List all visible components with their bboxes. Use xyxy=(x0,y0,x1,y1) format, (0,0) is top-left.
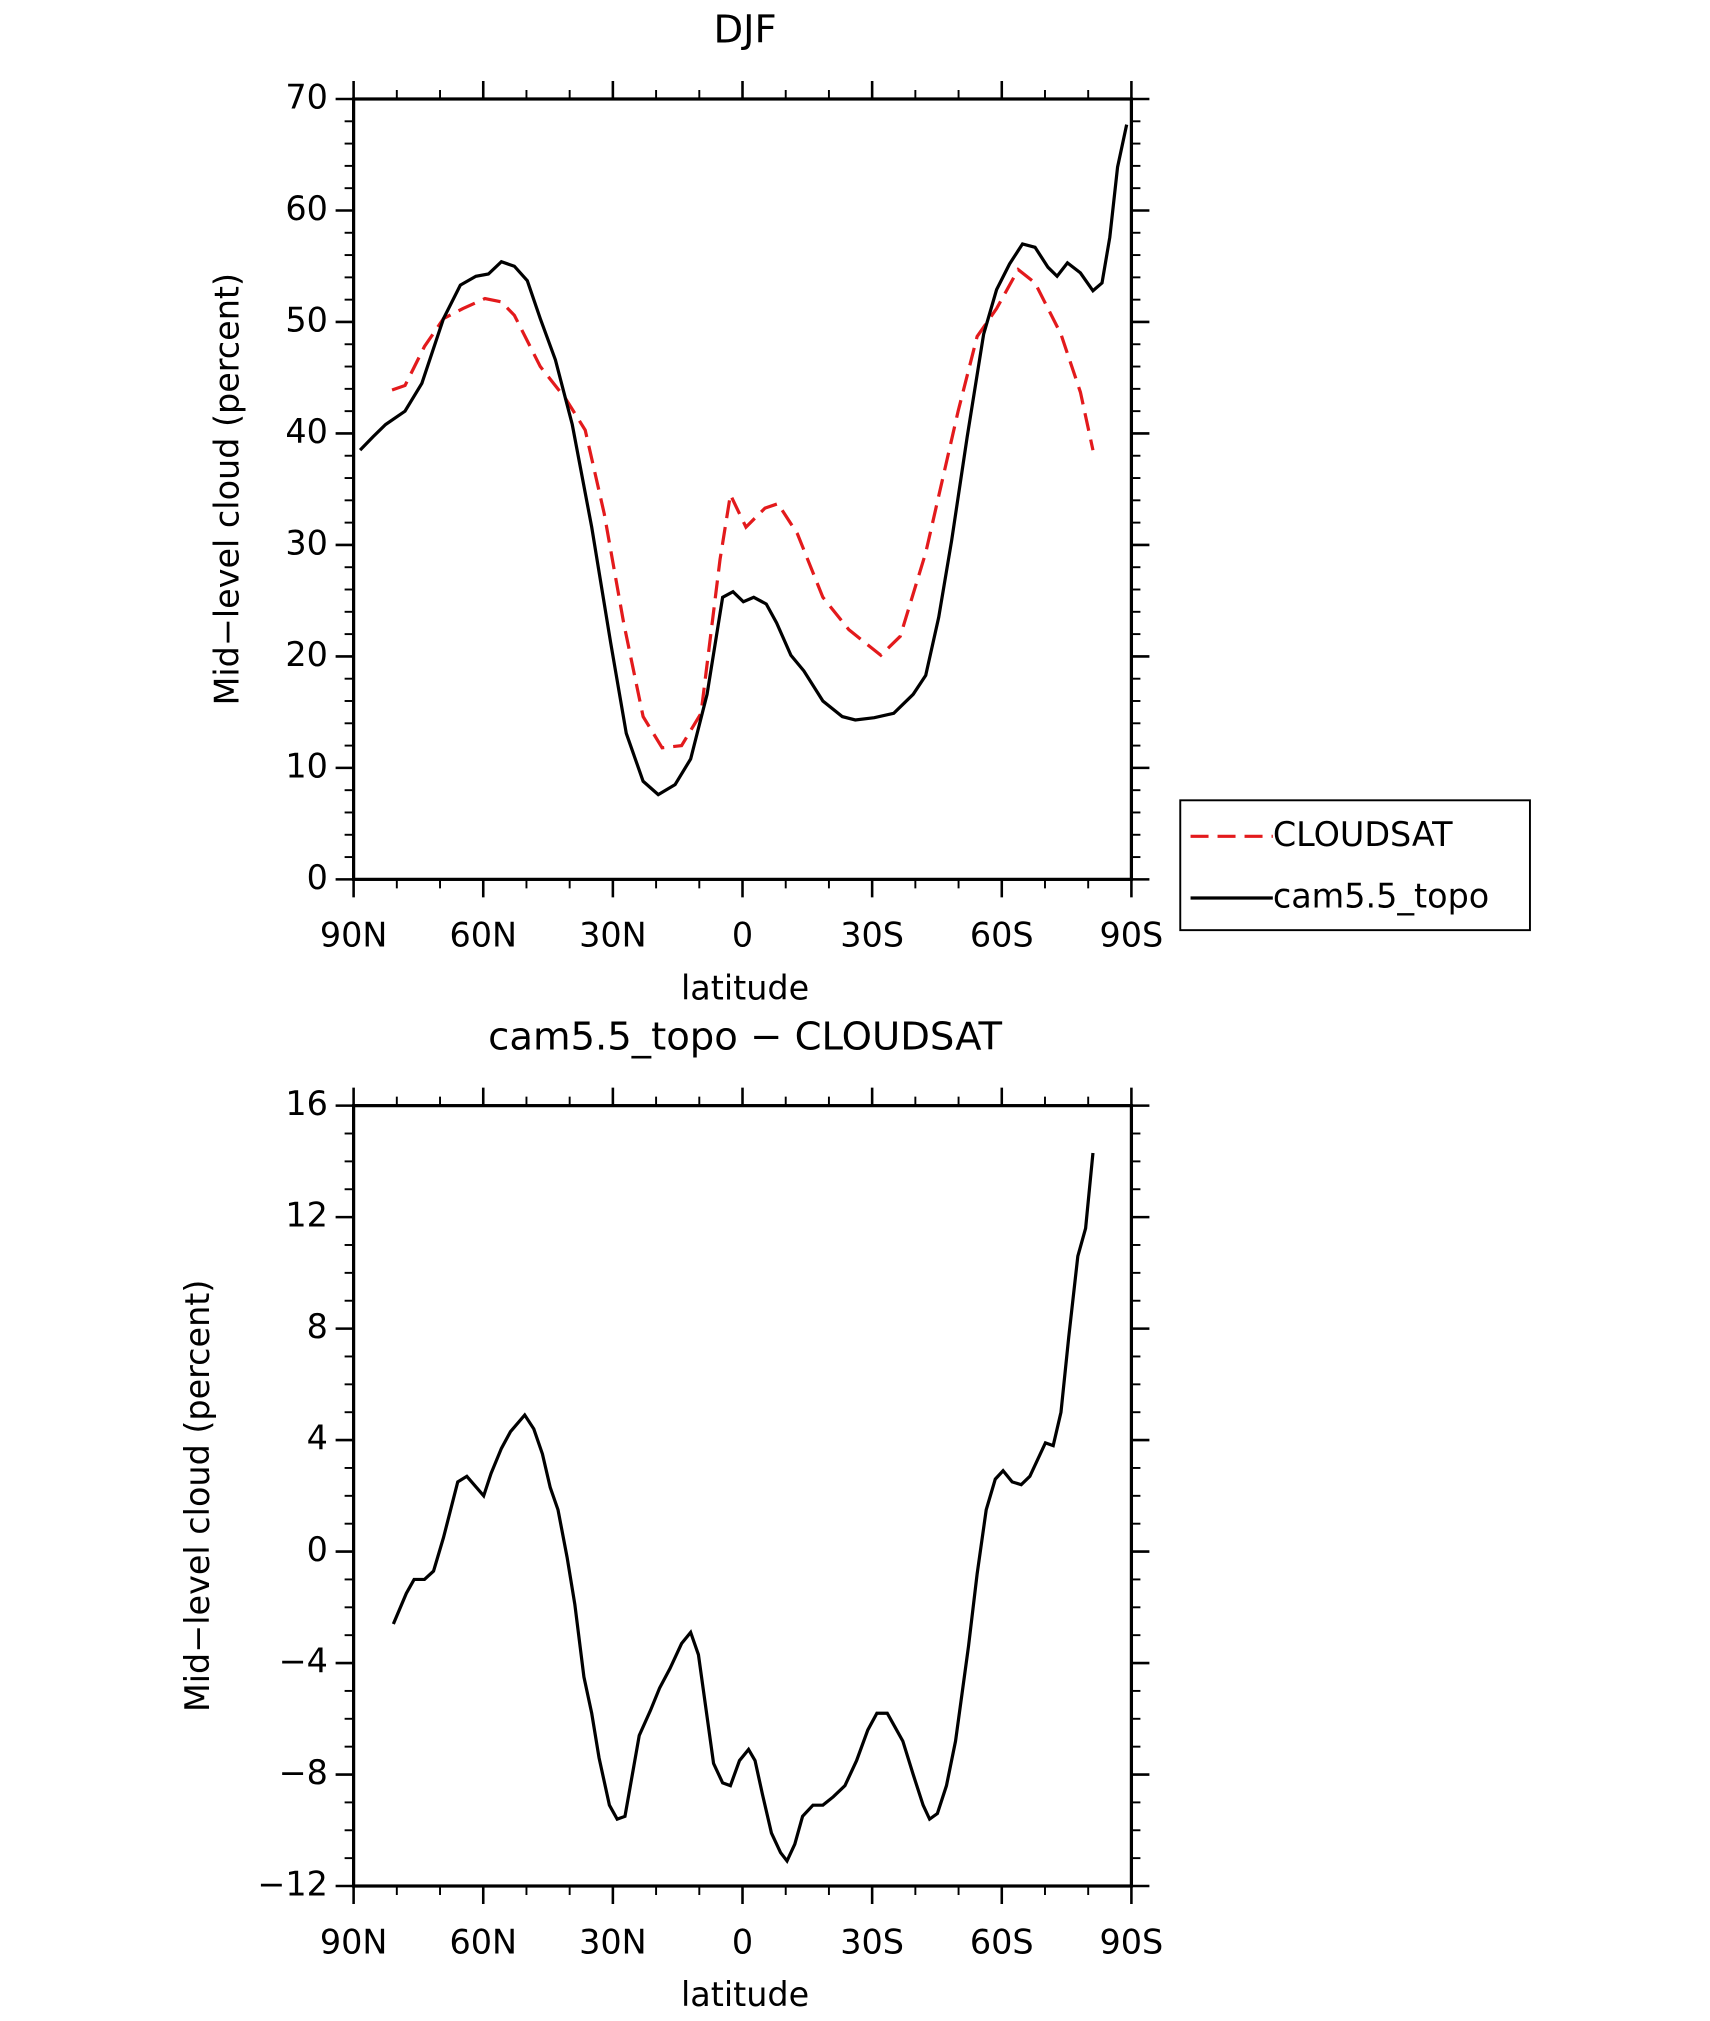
series-line xyxy=(358,124,1129,797)
y-tick-label: −4 xyxy=(279,1642,328,1681)
x-tick-label: 60S xyxy=(970,1922,1034,1961)
x-tick-label: 30S xyxy=(840,1922,904,1961)
x-tick-label: 90S xyxy=(1100,1922,1164,1961)
y-axis-label: Mid−level cloud (percent) xyxy=(207,273,246,705)
series-line xyxy=(391,1152,1095,1864)
y-tick-label: 50 xyxy=(285,300,328,339)
x-tick-label: 30N xyxy=(579,916,647,955)
chart-title: cam5.5_topo − CLOUDSAT xyxy=(488,1014,1002,1059)
x-tick-label: 0 xyxy=(732,1922,753,1961)
x-tick-label: 60N xyxy=(449,1922,517,1961)
x-tick-label: 60S xyxy=(970,916,1034,955)
y-tick-label: 12 xyxy=(285,1196,328,1235)
y-tick-label: 0 xyxy=(307,1530,328,1569)
y-tick-label: 30 xyxy=(285,523,328,562)
legend-label: cam5.5_topo xyxy=(1273,877,1489,916)
x-tick-label: 0 xyxy=(732,916,753,955)
legend-box xyxy=(1179,799,1531,932)
y-tick-label: −8 xyxy=(279,1753,328,1792)
y-tick-label: −12 xyxy=(257,1865,328,1904)
x-axis-label: latitude xyxy=(681,968,809,1007)
y-tick-label: 60 xyxy=(285,189,328,228)
y-tick-label: 10 xyxy=(285,746,328,785)
x-tick-label: 90N xyxy=(320,916,388,955)
y-axis-label: Mid−level cloud (percent) xyxy=(178,1280,217,1712)
x-tick-label: 30S xyxy=(840,916,904,955)
y-tick-label: 70 xyxy=(285,77,328,116)
legend-label: CLOUDSAT xyxy=(1273,815,1453,854)
plot-frame xyxy=(351,97,1134,881)
x-tick-label: 60N xyxy=(449,916,517,955)
x-tick-label: 90S xyxy=(1100,916,1164,955)
x-axis-label: latitude xyxy=(681,1975,809,2014)
y-tick-label: 4 xyxy=(307,1419,328,1458)
y-tick-label: 20 xyxy=(285,635,328,674)
y-tick-label: 40 xyxy=(285,412,328,451)
series-line xyxy=(391,267,1095,750)
y-tick-label: 16 xyxy=(285,1084,328,1123)
x-tick-label: 30N xyxy=(579,1922,647,1961)
y-tick-label: 8 xyxy=(307,1307,328,1346)
chart-title: DJF xyxy=(713,8,776,53)
y-tick-label: 0 xyxy=(307,858,328,897)
plot-frame xyxy=(351,1104,1134,1888)
x-tick-label: 90N xyxy=(320,1922,388,1961)
